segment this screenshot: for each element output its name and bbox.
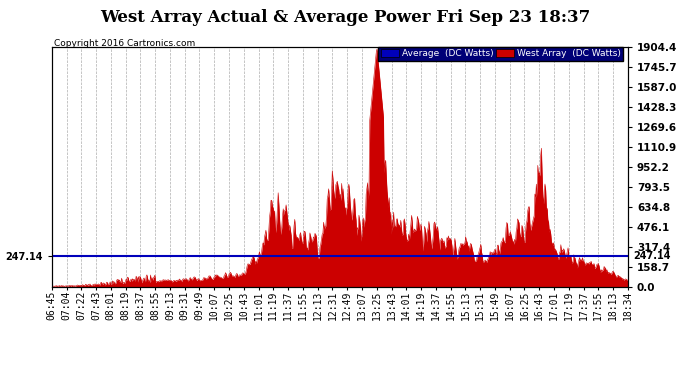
Legend: Average  (DC Watts), West Array  (DC Watts): Average (DC Watts), West Array (DC Watts…	[378, 46, 623, 61]
Text: 247.14: 247.14	[633, 251, 671, 261]
Text: Copyright 2016 Cartronics.com: Copyright 2016 Cartronics.com	[54, 39, 195, 48]
Text: West Array Actual & Average Power Fri Sep 23 18:37: West Array Actual & Average Power Fri Se…	[100, 9, 590, 26]
